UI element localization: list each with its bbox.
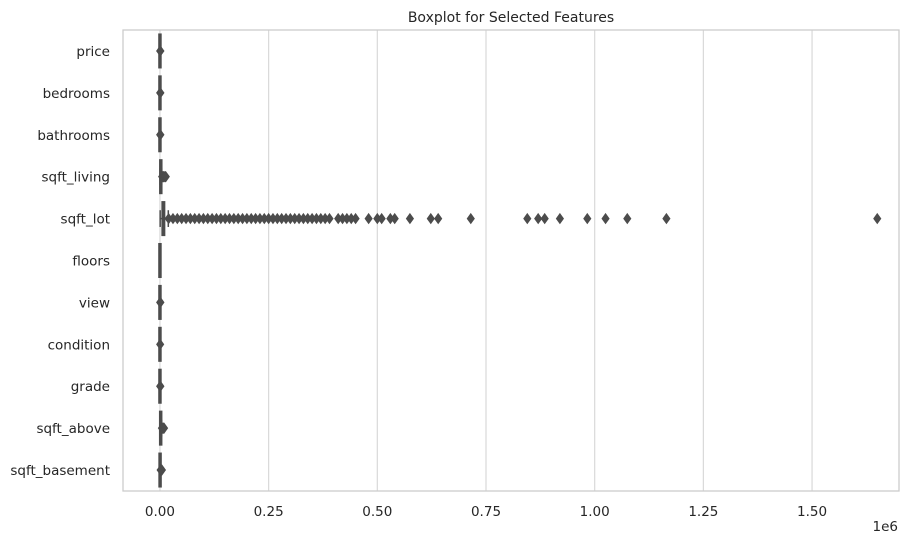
outlier-point	[161, 170, 170, 183]
outlier-point	[159, 422, 169, 434]
y-tick-label: bathrooms	[37, 128, 110, 144]
outlier-point	[540, 212, 549, 225]
outlier-point	[325, 212, 334, 225]
x-tick-labels: 0.00 0.25 0.50 0.75 1.00 1.25 1.50	[145, 504, 827, 520]
y-tick-label: sqft_living	[41, 170, 110, 186]
outlier-point	[156, 87, 165, 99]
box-bathrooms	[156, 117, 165, 153]
x-tick-label: 0.00	[145, 504, 175, 520]
chart-title: Boxplot for Selected Features	[408, 10, 614, 26]
x-tick-label: 0.75	[471, 504, 501, 520]
outlier-point	[156, 129, 165, 141]
box-condition	[156, 326, 165, 362]
x-offset-label: 1e6	[873, 519, 898, 535]
outlier-point	[156, 380, 165, 392]
outlier-point	[405, 212, 415, 225]
outlier-point	[583, 212, 592, 225]
box-sqft_lot	[159, 201, 882, 237]
y-tick-label: sqft_lot	[61, 212, 110, 228]
outlier-point	[377, 212, 386, 225]
y-tick-label: view	[79, 295, 110, 311]
outlier-point	[466, 212, 475, 225]
y-tick-label: price	[76, 44, 110, 60]
y-tick-label: condition	[48, 337, 110, 353]
x-tick-label: 1.25	[688, 504, 718, 520]
box-sqft_above	[157, 410, 169, 446]
box-view	[156, 284, 165, 320]
outlier-point	[156, 338, 165, 351]
x-tick-label: 0.50	[362, 504, 392, 520]
outlier-point	[156, 296, 165, 309]
outlier-point	[390, 212, 399, 225]
y-tick-label: grade	[71, 379, 110, 395]
x-tick-label: 1.00	[580, 504, 610, 520]
y-tick-labels: price bedrooms bathrooms sqft_living sqft_lo…	[10, 44, 110, 479]
outlier-point	[156, 45, 165, 57]
outlier-point	[351, 212, 360, 225]
outlier-point	[157, 464, 167, 476]
box-price	[156, 33, 165, 69]
x-gridlines	[159, 30, 813, 491]
y-tick-label: floors	[72, 254, 110, 270]
x-tick-label: 0.25	[254, 504, 284, 520]
box-sqft_living	[158, 159, 170, 195]
y-tick-label: sqft_above	[36, 421, 110, 437]
outlier-point	[873, 212, 882, 225]
y-tick-label: bedrooms	[43, 86, 110, 102]
box-grade	[156, 368, 165, 404]
outlier-point	[555, 212, 565, 225]
box-bedrooms	[156, 75, 165, 111]
box-floors	[158, 242, 162, 279]
outlier-point	[426, 212, 435, 225]
boxes-layer	[156, 33, 882, 488]
box-sqft_basement	[156, 452, 167, 488]
y-tick-label: sqft_basement	[10, 463, 110, 479]
outlier-point	[434, 212, 443, 225]
outlier-point	[662, 212, 671, 225]
outlier-point	[523, 212, 532, 225]
outlier-point	[623, 212, 632, 225]
plot-frame	[122, 29, 900, 492]
outlier-point	[364, 212, 373, 225]
outlier-point	[534, 212, 543, 225]
x-tick-label: 1.50	[797, 504, 827, 520]
outlier-point	[601, 212, 610, 225]
